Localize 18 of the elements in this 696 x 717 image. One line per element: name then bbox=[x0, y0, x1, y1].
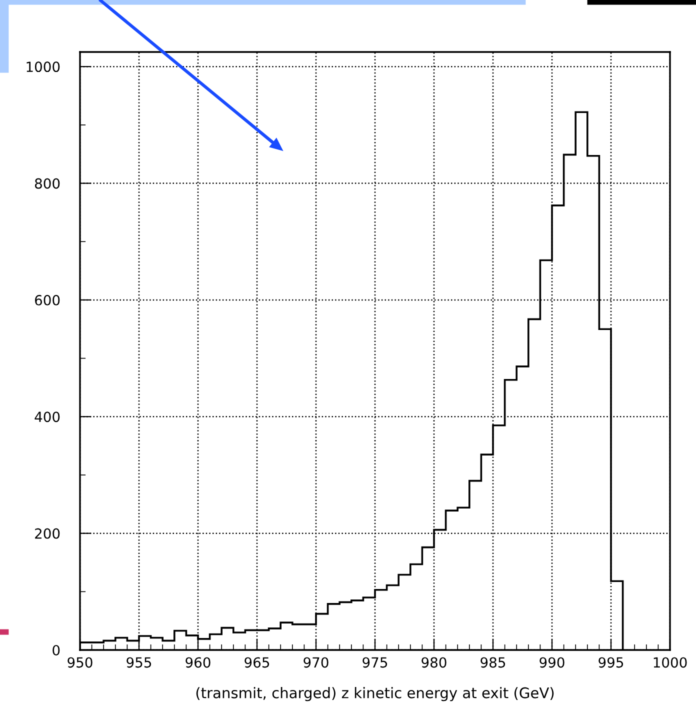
x-tick-label: 990 bbox=[540, 657, 564, 668]
x-tick-label: 960 bbox=[186, 657, 210, 668]
y-tick-label: 400 bbox=[34, 412, 60, 422]
y-tick-label: 1000 bbox=[26, 62, 60, 72]
x-tick-label: 950 bbox=[68, 657, 92, 668]
x-tick-label: 955 bbox=[126, 657, 152, 668]
x-tick-label: 965 bbox=[244, 657, 270, 668]
y-tick-label: 800 bbox=[34, 178, 60, 189]
x-tick-label: 980 bbox=[422, 657, 446, 668]
x-axis-title: (transmit, charged) z kinetic energy at exit (GeV) bbox=[196, 687, 554, 702]
y-tick-label: 600 bbox=[35, 294, 60, 306]
x-tick-label: 975 bbox=[362, 657, 388, 668]
x-tick-label: 985 bbox=[480, 657, 506, 668]
y-tick-label: 200 bbox=[35, 528, 60, 539]
x-tick-label: 1000 bbox=[654, 657, 687, 668]
x-tick-label: 995 bbox=[598, 657, 624, 668]
y-tick-label: 0 bbox=[52, 644, 60, 656]
x-tick-label: 970 bbox=[304, 657, 328, 668]
